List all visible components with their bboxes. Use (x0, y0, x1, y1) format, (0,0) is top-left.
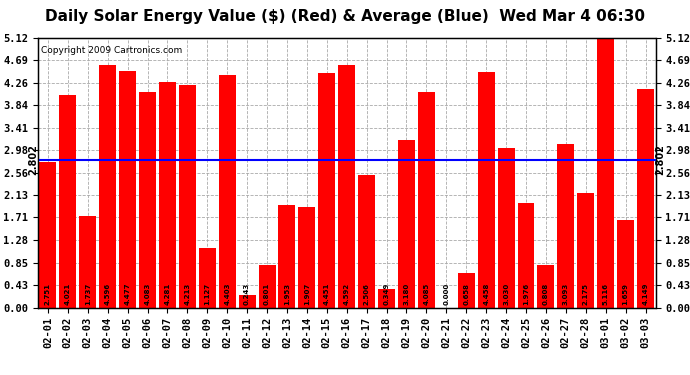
Text: 1.659: 1.659 (622, 284, 629, 305)
Text: 1.737: 1.737 (85, 283, 91, 305)
Bar (558, 144, 574, 308)
Text: 4.085: 4.085 (424, 283, 429, 305)
Bar (59, 96, 77, 308)
Bar (477, 72, 495, 308)
Bar (338, 65, 355, 308)
Text: 1.953: 1.953 (284, 283, 290, 305)
Bar (378, 289, 395, 308)
Text: 2.802: 2.802 (28, 144, 38, 175)
Text: 4.281: 4.281 (164, 283, 170, 305)
Text: 1.976: 1.976 (523, 283, 529, 305)
Text: 1.127: 1.127 (204, 283, 210, 305)
Bar (398, 140, 415, 308)
Text: 2.802: 2.802 (656, 144, 665, 175)
Text: 3.180: 3.180 (404, 283, 409, 305)
Bar (637, 89, 654, 308)
Bar (259, 265, 275, 308)
Text: Copyright 2009 Cartronics.com: Copyright 2009 Cartronics.com (41, 46, 182, 55)
Bar (159, 82, 176, 308)
Bar (578, 193, 594, 308)
Text: 4.596: 4.596 (105, 283, 110, 305)
Bar (139, 92, 156, 308)
Text: 2.175: 2.175 (583, 284, 589, 305)
Text: 2.506: 2.506 (364, 284, 370, 305)
Bar (99, 65, 116, 308)
Text: 5.116: 5.116 (602, 284, 609, 305)
Bar (538, 265, 554, 308)
Bar (598, 38, 614, 308)
Text: 4.451: 4.451 (324, 283, 330, 305)
Bar (358, 176, 375, 308)
Text: 3.030: 3.030 (503, 283, 509, 305)
Text: 3.093: 3.093 (563, 283, 569, 305)
Text: 0.000: 0.000 (444, 283, 449, 305)
Bar (239, 295, 255, 307)
Bar (617, 220, 634, 308)
Bar (179, 86, 196, 308)
Text: 0.808: 0.808 (543, 283, 549, 305)
Text: 1.907: 1.907 (304, 283, 310, 305)
Text: 0.801: 0.801 (264, 283, 270, 305)
Bar (119, 71, 136, 308)
Bar (518, 203, 535, 308)
Text: 4.458: 4.458 (483, 283, 489, 305)
Text: 4.083: 4.083 (144, 283, 150, 305)
Text: 4.213: 4.213 (184, 283, 190, 305)
Text: 0.658: 0.658 (463, 284, 469, 305)
Text: 0.349: 0.349 (384, 283, 390, 305)
Bar (79, 216, 96, 308)
Text: 2.751: 2.751 (45, 284, 51, 305)
Text: Daily Solar Energy Value ($) (Red) & Average (Blue)  Wed Mar 4 06:30: Daily Solar Energy Value ($) (Red) & Ave… (45, 9, 645, 24)
Bar (298, 207, 315, 308)
Text: 4.477: 4.477 (125, 283, 130, 305)
Text: 4.592: 4.592 (344, 283, 350, 305)
Text: 4.021: 4.021 (65, 283, 71, 305)
Bar (418, 92, 435, 308)
Bar (279, 204, 295, 308)
Text: 4.149: 4.149 (642, 283, 649, 305)
Bar (457, 273, 475, 308)
Bar (199, 248, 216, 308)
Bar (219, 75, 236, 308)
Text: 0.243: 0.243 (244, 283, 250, 305)
Text: 4.403: 4.403 (224, 283, 230, 305)
Bar (318, 73, 335, 308)
Bar (497, 148, 515, 308)
Bar (39, 162, 57, 308)
